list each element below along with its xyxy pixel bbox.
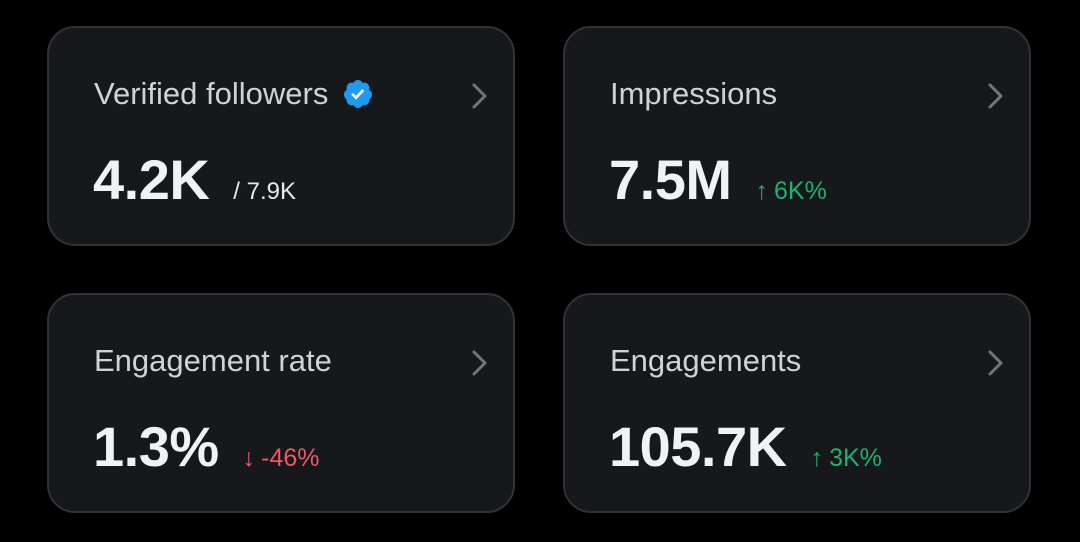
change-text: 6K%: [774, 177, 827, 205]
card-value-row: 4.2K / 7.9K: [93, 148, 296, 212]
card-title: Verified followers: [94, 76, 329, 111]
metric-value: 4.2K: [93, 148, 210, 211]
verified-badge-icon: [342, 78, 374, 110]
card-title-row: Verified followers: [94, 76, 374, 112]
metric-change: ↑ 6K%: [756, 177, 827, 206]
impressions-card[interactable]: Impressions 7.5M ↑ 6K%: [563, 26, 1031, 246]
arrow-up-icon: ↑: [810, 444, 824, 472]
change-text: -46%: [261, 444, 320, 472]
arrow-up-icon: ↑: [755, 177, 769, 205]
card-title-row: Engagements: [610, 343, 801, 379]
card-title: Engagements: [610, 343, 802, 378]
engagement-rate-card[interactable]: Engagement rate 1.3% ↓ -46%: [47, 293, 515, 513]
metric-change: ↓ -46%: [243, 444, 320, 473]
card-title-row: Engagement rate: [94, 343, 332, 379]
chevron-right-icon[interactable]: [985, 80, 1007, 112]
card-value-row: 7.5M ↑ 6K%: [609, 148, 827, 212]
card-value-row: 105.7K ↑ 3K%: [609, 415, 882, 479]
chevron-right-icon[interactable]: [469, 347, 491, 379]
metric-total: / 7.9K: [233, 178, 297, 205]
metric-change: ↑ 3K%: [811, 444, 882, 473]
card-value-row: 1.3% ↓ -46%: [93, 415, 320, 479]
metric-value: 105.7K: [609, 415, 787, 478]
chevron-right-icon[interactable]: [469, 80, 491, 112]
card-title: Impressions: [610, 76, 778, 111]
chevron-right-icon[interactable]: [985, 347, 1007, 379]
card-title: Engagement rate: [94, 343, 332, 378]
verified-followers-card[interactable]: Verified followers 4.2K / 7.9K: [47, 26, 515, 246]
metric-value: 1.3%: [93, 415, 219, 478]
arrow-down-icon: ↓: [242, 444, 256, 472]
metric-value: 7.5M: [609, 148, 732, 211]
change-text: 3K%: [829, 444, 882, 472]
engagements-card[interactable]: Engagements 105.7K ↑ 3K%: [563, 293, 1031, 513]
card-title-row: Impressions: [610, 76, 777, 112]
